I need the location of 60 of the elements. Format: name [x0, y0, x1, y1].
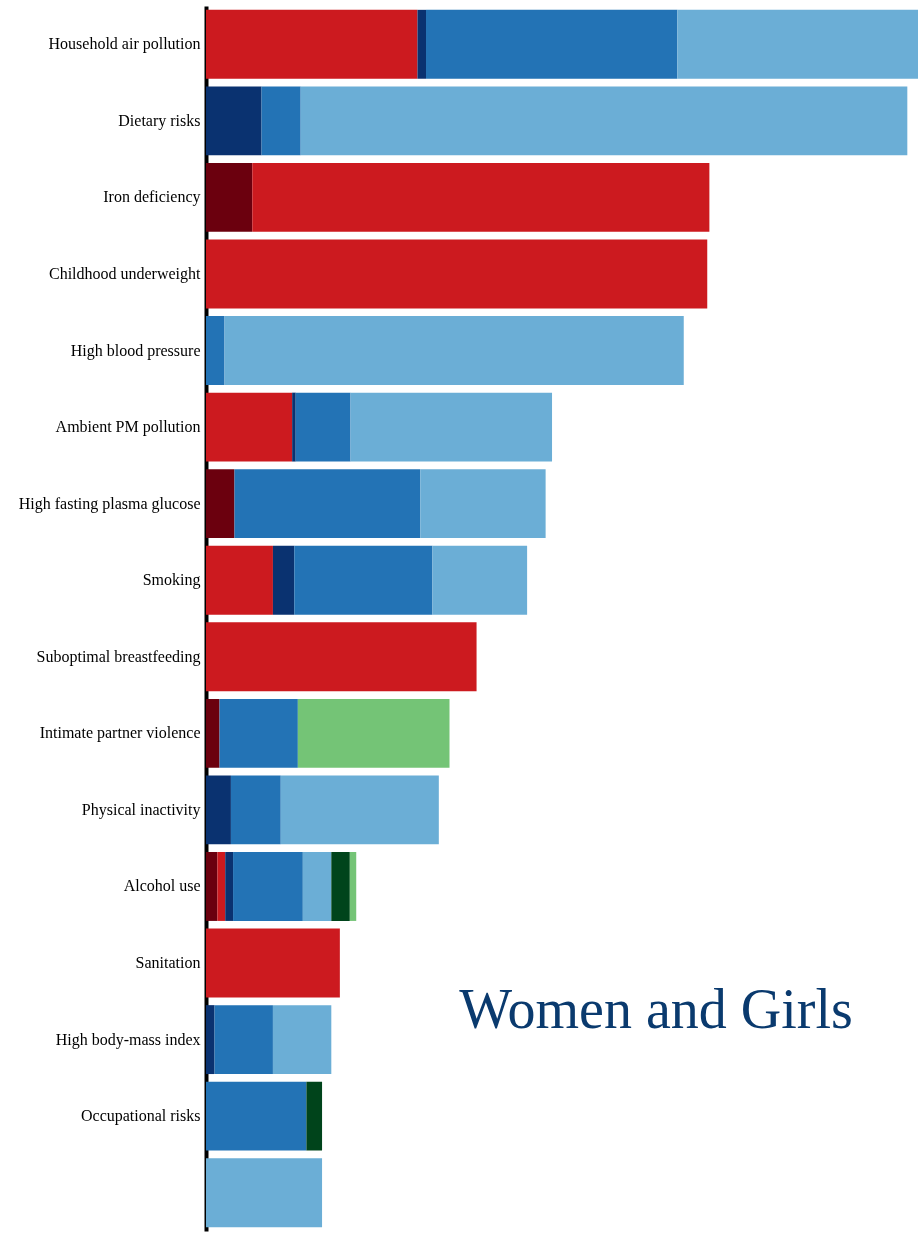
bar [302, 852, 332, 921]
y-tick-label: Childhood underweight [48, 264, 202, 283]
bar [331, 852, 350, 921]
bar [224, 316, 684, 385]
bar [206, 86, 262, 156]
bar [206, 1158, 323, 1228]
y-tick-label: Sanitation [135, 954, 201, 972]
bar [206, 392, 293, 462]
bar [206, 316, 225, 385]
bar [206, 469, 235, 539]
bar [206, 545, 273, 615]
annotation: Women and Girls [459, 978, 853, 1040]
bar [417, 9, 427, 79]
bar [233, 852, 303, 921]
bar [300, 86, 908, 156]
y-tick-label: Intimate partner violence [39, 724, 201, 743]
bar [206, 928, 340, 998]
bar [206, 239, 708, 309]
bar [206, 775, 231, 845]
y-tick-label: Iron deficiency [103, 188, 201, 207]
y-tick-label: Household air pollution [48, 35, 201, 54]
bar [272, 1005, 332, 1075]
bar [206, 162, 253, 232]
bar [292, 392, 296, 462]
bar [677, 9, 918, 79]
bar [219, 698, 298, 768]
y-tick-label: Dietary risks [118, 111, 201, 130]
bar [426, 9, 678, 79]
bar [349, 852, 357, 921]
bar [206, 622, 477, 692]
bar [295, 392, 351, 462]
bar [272, 545, 295, 615]
y-tick-label: High body-mass index [55, 1030, 201, 1049]
bar [252, 162, 710, 232]
bar [420, 469, 546, 539]
y-tick-label: High fasting plasma glucose [18, 494, 201, 513]
bar [217, 852, 226, 921]
bar [297, 698, 450, 768]
bar [432, 545, 528, 615]
bar [294, 545, 433, 615]
y-tick-label: Suboptimal breastfeeding [36, 647, 201, 666]
bar [206, 1081, 307, 1151]
y-tick-label: Physical inactivity [81, 800, 201, 819]
y-tick-label: Ambient PM pollution [55, 418, 201, 437]
bar [206, 852, 218, 921]
bar [234, 469, 421, 539]
y-tick-label: High blood pressure [70, 341, 201, 360]
bar [280, 775, 439, 845]
bar [230, 775, 281, 845]
bar [206, 9, 418, 79]
bar [214, 1005, 273, 1075]
bar [206, 1005, 215, 1075]
bar [206, 698, 220, 768]
bar [261, 86, 301, 156]
y-tick-label: Smoking [142, 571, 201, 590]
y-tick-label: Alcohol use [123, 877, 201, 895]
bar [306, 1081, 323, 1151]
bar [225, 852, 234, 921]
y-tick-label: Occupational risks [80, 1107, 201, 1126]
bar [350, 392, 553, 462]
